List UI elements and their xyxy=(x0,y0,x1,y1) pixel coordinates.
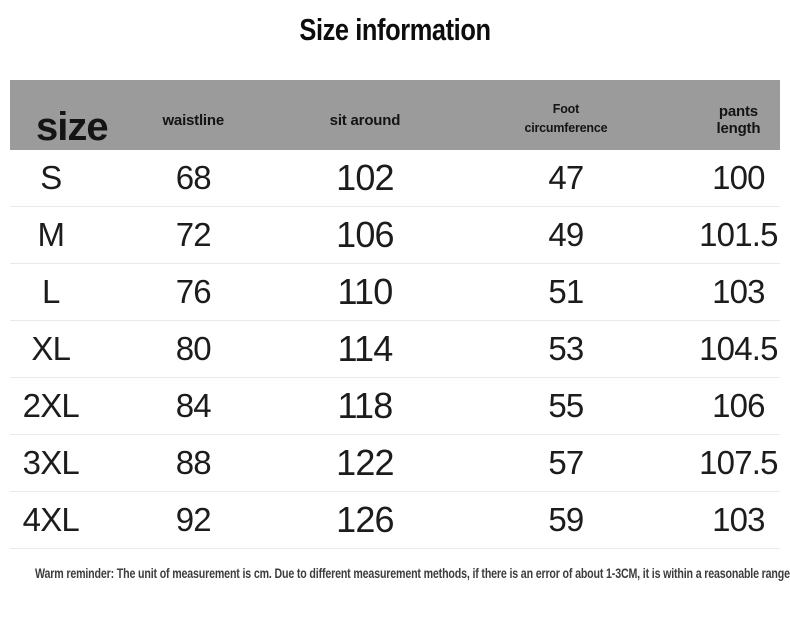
cell-sit_around: 114 xyxy=(294,320,435,378)
cell-foot_circumference: 51 xyxy=(435,263,697,321)
warm-reminder: Warm reminder: The unit of measurement i… xyxy=(35,566,790,581)
cell-size: M xyxy=(10,206,92,264)
cell-foot_circumference: 57 xyxy=(435,434,697,492)
table-row: XL 80 114 53 104.5 xyxy=(10,320,780,378)
cell-pants_length: 107.5 xyxy=(696,434,780,492)
table-row: 3XL 88 122 57 107.5 xyxy=(10,434,780,492)
column-header-waistline: waistline xyxy=(91,80,295,150)
table-row: L 76 110 51 103 xyxy=(10,263,780,321)
cell-pants_length: 103 xyxy=(696,491,780,549)
cell-foot_circumference: 59 xyxy=(435,491,697,549)
cell-size: S xyxy=(10,150,92,207)
cell-waistline: 84 xyxy=(91,377,295,435)
cell-foot_circumference: 55 xyxy=(435,377,697,435)
cell-pants_length: 101.5 xyxy=(696,206,780,264)
size-table-header: size waistline sit around Foot circumfer… xyxy=(10,80,780,150)
cell-sit_around: 106 xyxy=(294,206,435,264)
cell-foot_circumference: 49 xyxy=(435,206,697,264)
cell-sit_around: 122 xyxy=(294,434,435,492)
cell-size: L xyxy=(10,263,92,321)
cell-waistline: 92 xyxy=(91,491,295,549)
cell-size: 3XL xyxy=(10,434,92,492)
column-header-sit-around: sit around xyxy=(294,80,435,150)
cell-pants_length: 100 xyxy=(696,150,780,207)
table-row: 4XL 92 126 59 103 xyxy=(10,491,780,549)
cell-pants_length: 104.5 xyxy=(696,320,780,378)
cell-foot_circumference: 53 xyxy=(435,320,697,378)
cell-size: 4XL xyxy=(10,491,92,549)
cell-size: XL xyxy=(10,320,92,378)
cell-sit_around: 118 xyxy=(294,377,435,435)
cell-pants_length: 106 xyxy=(696,377,780,435)
column-header-size: size xyxy=(10,80,109,150)
table-row: 2XL 84 118 55 106 xyxy=(10,377,780,435)
cell-foot_circumference: 47 xyxy=(435,150,697,207)
cell-waistline: 76 xyxy=(91,263,295,321)
cell-waistline: 88 xyxy=(91,434,295,492)
size-table-body: S 68 102 47 100 M 72 106 49 101.5 L 76 110 51 103 XL 80 1… xyxy=(10,150,780,549)
column-header-pants-length: pants length xyxy=(696,80,780,150)
table-row: M 72 106 49 101.5 xyxy=(10,206,780,264)
cell-sit_around: 102 xyxy=(294,150,435,207)
table-row: S 68 102 47 100 xyxy=(10,150,780,207)
cell-waistline: 72 xyxy=(91,206,295,264)
page-title: Size information xyxy=(299,12,491,47)
size-table: size waistline sit around Foot circumfer… xyxy=(10,80,780,549)
column-header-foot-circumference: Foot circumference xyxy=(435,80,697,150)
cell-size: 2XL xyxy=(10,377,92,435)
cell-waistline: 80 xyxy=(91,320,295,378)
column-header-foot-circumference-label: Foot circumference xyxy=(524,101,608,135)
cell-pants_length: 103 xyxy=(696,263,780,321)
header-row: size waistline sit around Foot circumfer… xyxy=(10,80,780,150)
cell-waistline: 68 xyxy=(91,150,295,207)
cell-sit_around: 110 xyxy=(294,263,435,321)
cell-sit_around: 126 xyxy=(294,491,435,549)
